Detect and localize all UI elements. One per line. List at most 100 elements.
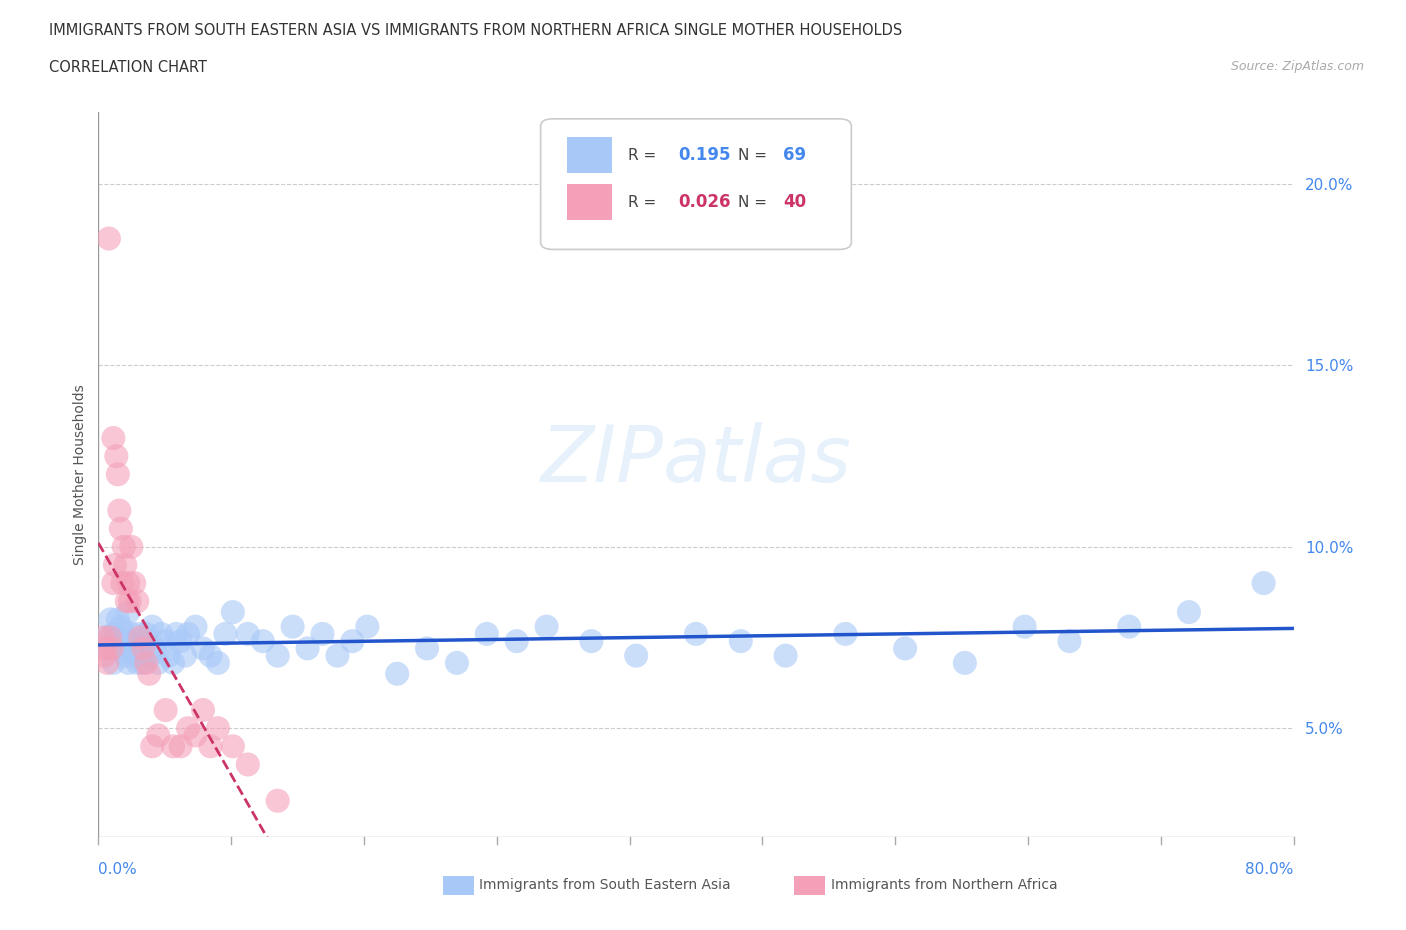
- Point: [356, 619, 378, 634]
- Text: R =: R =: [628, 148, 661, 163]
- Point: [626, 648, 648, 663]
- Text: R =: R =: [628, 194, 661, 210]
- Point: [94, 631, 117, 645]
- Point: [91, 631, 114, 645]
- Y-axis label: Single Mother Households: Single Mother Households: [73, 384, 87, 565]
- Point: [120, 627, 142, 642]
- Point: [93, 648, 115, 663]
- Text: IMMIGRANTS FROM SOUTH EASTERN ASIA VS IMMIGRANTS FROM NORTHERN AFRICA SINGLE MOT: IMMIGRANTS FROM SOUTH EASTERN ASIA VS IM…: [49, 23, 903, 38]
- Point: [112, 539, 135, 554]
- Point: [118, 594, 141, 609]
- Text: 0.026: 0.026: [678, 193, 731, 211]
- Point: [1059, 633, 1081, 648]
- Point: [184, 728, 207, 743]
- Point: [775, 648, 797, 663]
- Point: [155, 703, 177, 718]
- Point: [953, 656, 976, 671]
- Point: [138, 667, 160, 682]
- Point: [135, 656, 157, 671]
- Point: [536, 619, 558, 634]
- Point: [115, 594, 138, 609]
- Point: [730, 633, 752, 648]
- Point: [108, 503, 131, 518]
- Text: 40: 40: [783, 193, 806, 211]
- Point: [581, 633, 603, 648]
- Point: [155, 633, 177, 648]
- Point: [129, 631, 152, 645]
- Point: [135, 627, 157, 642]
- Point: [169, 738, 191, 753]
- Point: [214, 627, 236, 642]
- Point: [121, 641, 143, 656]
- Point: [96, 656, 118, 671]
- Point: [97, 641, 120, 656]
- Text: N =: N =: [738, 194, 772, 210]
- Point: [385, 667, 409, 682]
- Point: [252, 633, 274, 648]
- FancyBboxPatch shape: [567, 184, 613, 220]
- Point: [1014, 619, 1036, 634]
- Point: [281, 619, 304, 634]
- Point: [101, 641, 124, 656]
- Text: Source: ZipAtlas.com: Source: ZipAtlas.com: [1230, 60, 1364, 73]
- Point: [177, 627, 200, 642]
- Point: [128, 627, 150, 642]
- Point: [150, 627, 173, 642]
- Text: 80.0%: 80.0%: [1246, 862, 1294, 877]
- Point: [326, 648, 349, 663]
- Point: [127, 594, 149, 609]
- Text: 69: 69: [783, 146, 806, 164]
- Text: Immigrants from Northern Africa: Immigrants from Northern Africa: [831, 878, 1057, 893]
- Point: [103, 431, 125, 445]
- Point: [177, 721, 200, 736]
- Point: [222, 604, 245, 619]
- Point: [207, 656, 229, 671]
- Point: [136, 633, 159, 648]
- Point: [267, 648, 290, 663]
- Point: [100, 612, 122, 627]
- Point: [124, 576, 146, 591]
- Point: [1253, 576, 1275, 591]
- Point: [94, 641, 117, 656]
- Point: [184, 619, 207, 634]
- Text: 0.0%: 0.0%: [98, 862, 138, 877]
- Text: 0.195: 0.195: [678, 146, 731, 164]
- Point: [141, 738, 163, 753]
- Text: ZIPatlas: ZIPatlas: [540, 422, 852, 498]
- Point: [148, 728, 170, 743]
- Point: [105, 449, 128, 464]
- Point: [236, 757, 259, 772]
- Point: [125, 648, 148, 663]
- Point: [267, 793, 290, 808]
- Point: [110, 619, 132, 634]
- Point: [132, 641, 155, 656]
- Point: [191, 703, 214, 718]
- Point: [143, 641, 166, 656]
- Point: [117, 656, 139, 671]
- Point: [207, 721, 229, 736]
- Point: [115, 633, 138, 648]
- Point: [117, 576, 139, 591]
- Point: [342, 633, 364, 648]
- FancyBboxPatch shape: [567, 137, 613, 173]
- Point: [107, 467, 129, 482]
- Point: [139, 648, 162, 663]
- Point: [127, 656, 149, 671]
- Point: [174, 648, 197, 663]
- Point: [120, 539, 142, 554]
- Point: [200, 648, 222, 663]
- Point: [100, 631, 122, 645]
- Point: [114, 648, 136, 663]
- Point: [103, 656, 125, 671]
- Point: [141, 619, 163, 634]
- Point: [169, 633, 191, 648]
- Point: [311, 627, 333, 642]
- Point: [475, 627, 498, 642]
- Text: CORRELATION CHART: CORRELATION CHART: [49, 60, 207, 75]
- Point: [165, 627, 187, 642]
- Point: [103, 576, 125, 591]
- Point: [834, 627, 856, 642]
- Point: [114, 558, 136, 573]
- Point: [112, 627, 135, 642]
- Point: [191, 641, 214, 656]
